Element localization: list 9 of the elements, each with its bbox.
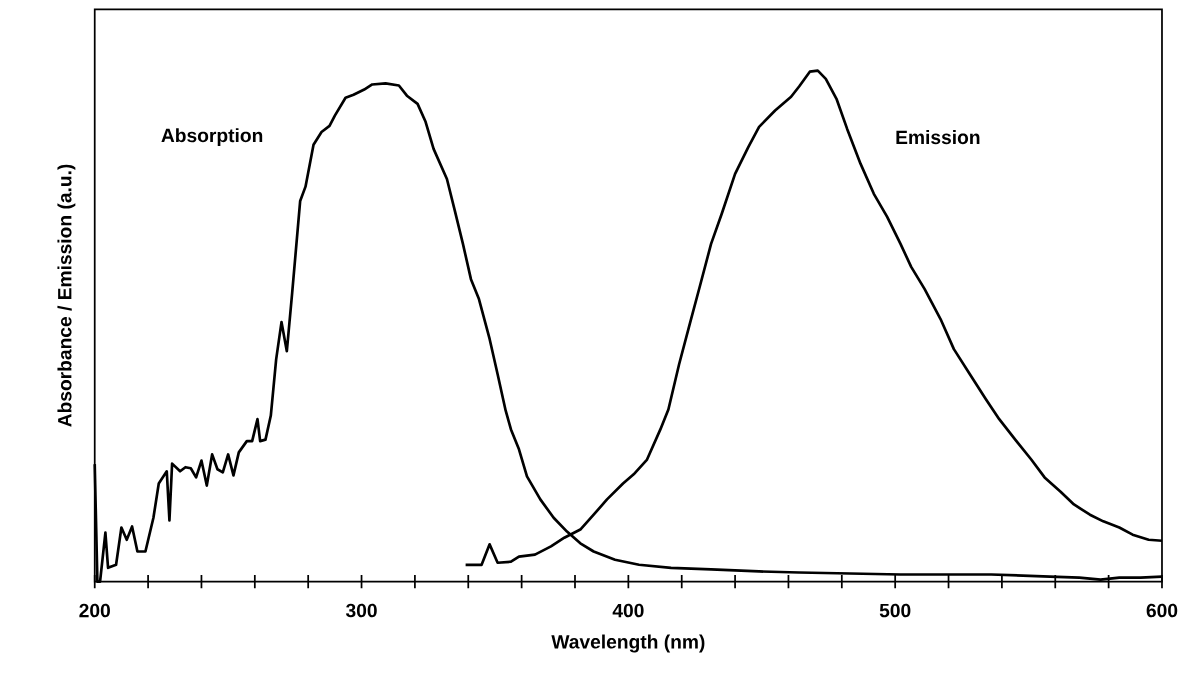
x-tick-label: 400 — [612, 603, 644, 618]
y-axis-title: Absorbance / Emission (a.u.) — [57, 164, 76, 427]
text: Absorption — [161, 127, 263, 146]
x-tick-label: 500 — [879, 603, 911, 618]
x-tick-label: 600 — [1146, 603, 1178, 618]
x-axis-title: Wavelength (nm) — [551, 634, 705, 653]
x-tick-label: 200 — [79, 603, 110, 618]
x-tick-label: 300 — [345, 603, 377, 618]
text: Emission — [896, 129, 980, 144]
